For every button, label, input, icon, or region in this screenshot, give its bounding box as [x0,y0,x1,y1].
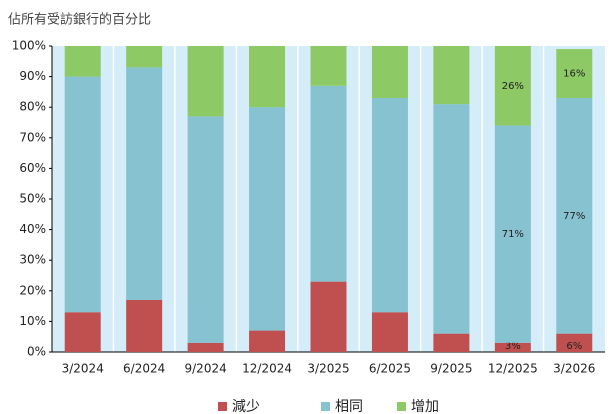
bar-segment [433,46,470,105]
bar-segment [433,333,470,352]
bar-segment [249,46,286,108]
bar-segment [64,312,101,352]
bar-segment [371,46,408,99]
y-tick-label: 30% [19,253,46,267]
legend-label: 減少 [232,398,260,414]
x-tick-label: 9/2025 [430,362,472,376]
bar-segment [64,76,101,313]
bar-segment [126,67,163,300]
bar-segment [556,49,593,99]
bar-segment [494,46,531,126]
bar-segment [249,330,286,352]
bar-segment [433,104,470,334]
value-label: 3% [505,341,521,352]
value-label: 16% [563,69,585,80]
y-tick-label: 40% [19,222,46,236]
bar-segment [249,107,286,331]
y-tick-label: 10% [19,314,46,328]
y-tick-label: 100% [12,39,46,53]
bar-segment [187,116,224,343]
legend-swatch [321,402,330,411]
bar-segment [187,342,224,352]
value-label: 6% [566,341,582,352]
bar-segment [556,333,593,352]
y-tick-label: 90% [19,69,46,83]
bar-segment [371,98,408,313]
x-tick-label: 6/2024 [123,362,165,376]
x-tick-label: 12/2025 [488,362,538,376]
bar-segment [187,46,224,117]
bar-segment [310,85,347,282]
bar-segment [494,125,531,343]
x-tick-label: 3/2024 [62,362,104,376]
x-tick-label: 3/2026 [553,362,595,376]
legend-swatch [218,402,227,411]
legend-label: 相同 [335,399,363,414]
value-label: 77% [563,211,585,222]
legend-label: 增加 [411,399,439,414]
bar-segment [310,46,347,86]
x-tick-label: 12/2024 [242,362,292,376]
bar-segment [310,281,347,352]
y-tick-label: 50% [19,192,46,206]
value-label: 71% [502,229,524,240]
y-tick-label: 70% [19,130,46,144]
chart-title: 佔所有受訪銀行的百分比 [8,12,151,28]
x-tick-label: 9/2024 [185,362,227,376]
y-tick-label: 80% [19,100,46,114]
legend-swatch [397,402,406,411]
bar-segment [64,46,101,77]
bar-segment [126,299,163,352]
bar-segment [126,46,163,68]
y-tick-label: 60% [19,161,46,175]
bar-segment [494,342,531,352]
x-tick-label: 6/2025 [369,362,411,376]
y-tick-label: 20% [19,283,46,297]
bar-segment [556,98,593,334]
x-tick-label: 3/2025 [307,362,349,376]
value-label: 26% [502,81,524,92]
bar-segment [371,312,408,352]
y-tick-label: 0% [27,345,46,359]
